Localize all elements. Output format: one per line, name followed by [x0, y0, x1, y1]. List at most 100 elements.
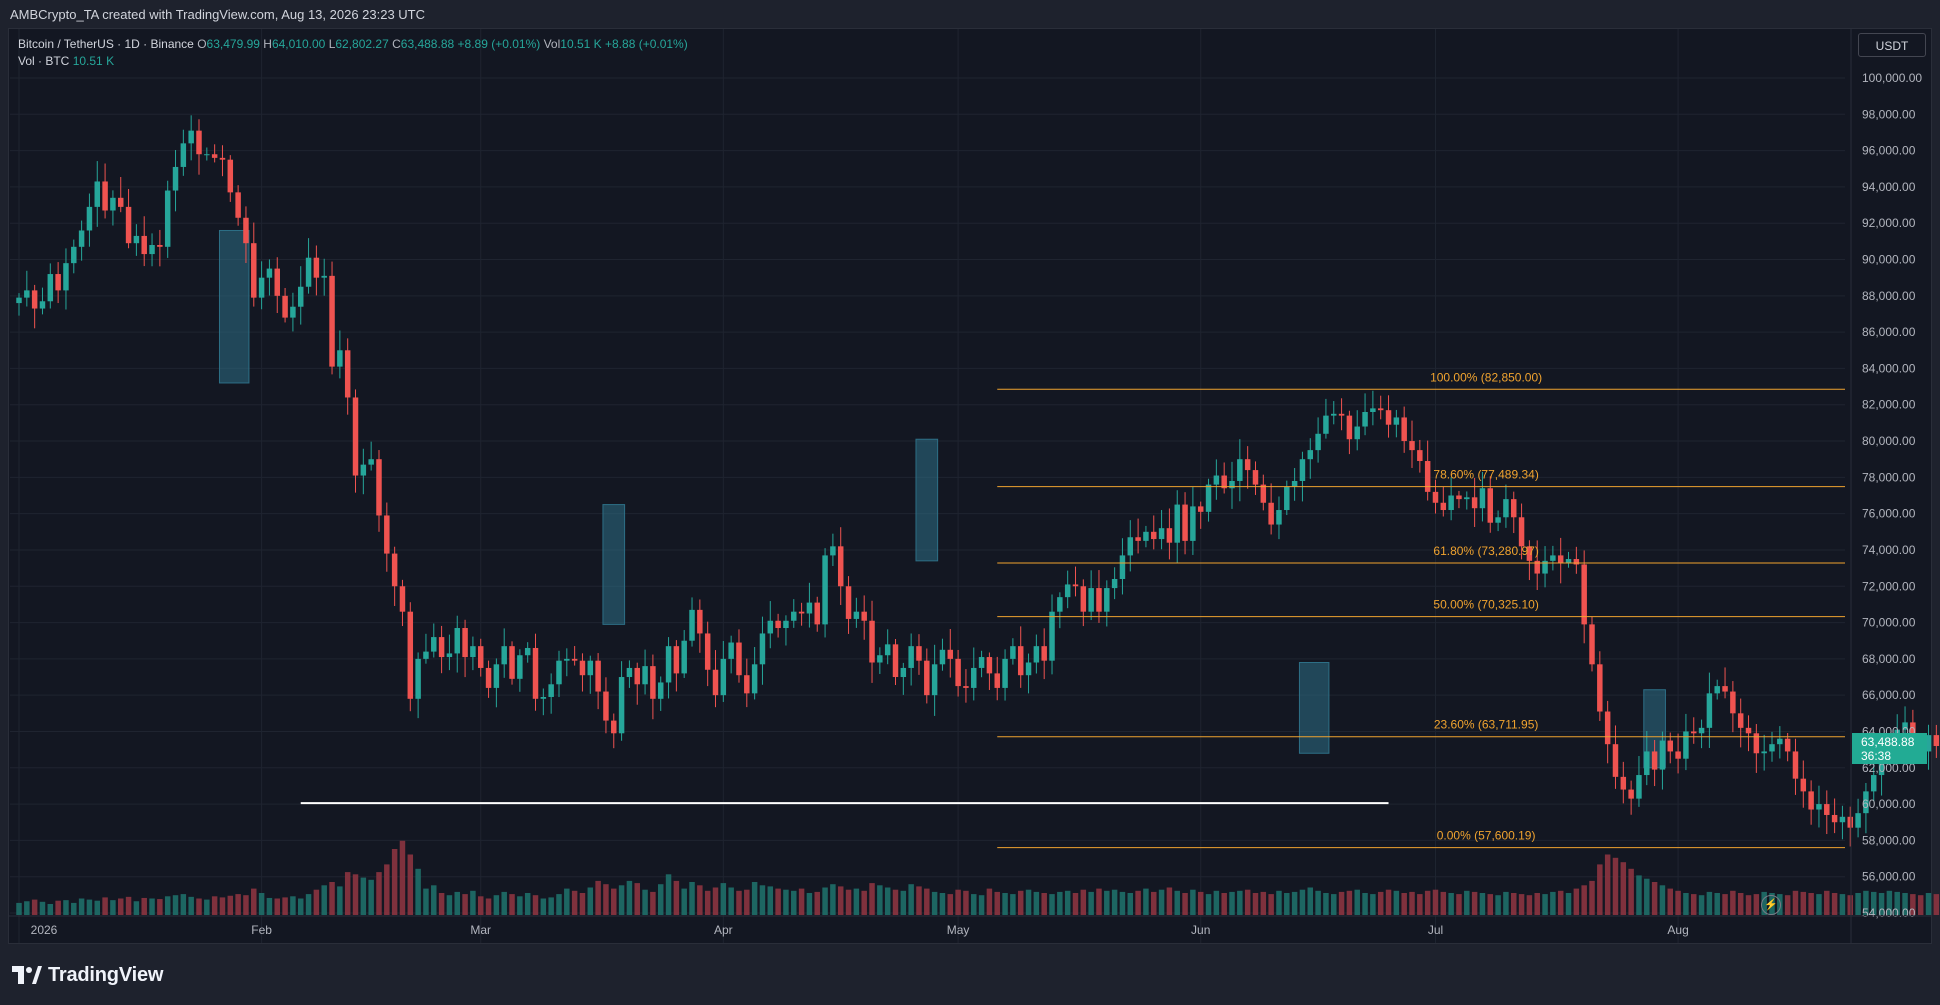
candle: [1542, 560, 1548, 574]
volume-bar: [196, 898, 202, 915]
vol-value: 10.51 K: [560, 37, 602, 51]
candle: [1323, 415, 1329, 434]
price-tick-label: 72,000.00: [1862, 579, 1916, 593]
fib-level-label: 78.60% (77,489.34): [1433, 468, 1538, 482]
candle: [665, 646, 672, 683]
volume-bar: [1628, 868, 1634, 915]
volume-bar: [1604, 854, 1611, 915]
volume-bar: [1698, 895, 1705, 915]
symbol-name[interactable]: Bitcoin / TetherUS · 1D · Binance: [18, 37, 194, 51]
low-value: 62,802.27: [335, 37, 389, 51]
volume-bar: [939, 893, 946, 915]
candle: [133, 235, 140, 244]
candle: [704, 633, 711, 670]
volume-bar: [102, 897, 108, 915]
volume-bar: [548, 897, 554, 915]
volume-bar: [1691, 894, 1697, 915]
price-tick-label: 58,000.00: [1862, 833, 1916, 847]
candle: [1925, 735, 1932, 752]
candle: [744, 675, 750, 694]
volume-bar: [1636, 875, 1642, 915]
volume-bar: [634, 883, 640, 915]
time-tick-label: Jul: [1428, 923, 1443, 937]
volume-bar: [845, 889, 852, 915]
volume-bar: [877, 885, 883, 915]
price-tick-label: 62,000.00: [1862, 761, 1916, 775]
volume-bar: [446, 895, 453, 915]
volume-bar: [125, 896, 132, 915]
candle: [1573, 559, 1580, 565]
volume-bar: [1284, 893, 1290, 915]
volume-bar: [1824, 890, 1830, 915]
volume-bar: [681, 888, 687, 915]
candle: [1691, 731, 1697, 734]
volume-bar: [360, 877, 367, 915]
volume-bar: [517, 896, 523, 915]
volume-bar: [579, 893, 586, 915]
candle: [1237, 459, 1243, 481]
volume-bar: [344, 872, 351, 915]
candle: [712, 669, 719, 696]
tradingview-logo[interactable]: TradingView: [12, 964, 163, 986]
volume-bar: [493, 895, 500, 915]
candle: [579, 660, 586, 676]
candle: [110, 197, 116, 211]
volume-bar: [1800, 891, 1807, 915]
candle: [1870, 775, 1877, 792]
volume-bar: [744, 889, 750, 915]
candle: [1331, 413, 1337, 416]
volume-bar: [1119, 891, 1126, 915]
chart-frame[interactable]: [8, 28, 1932, 944]
candle: [1088, 588, 1094, 612]
candle: [900, 667, 907, 678]
candle: [1299, 459, 1306, 481]
volume-bar: [133, 901, 140, 915]
candle: [1636, 775, 1642, 799]
candle: [1064, 584, 1071, 598]
candle: [1401, 417, 1407, 442]
candle: [994, 673, 1000, 688]
volume-bar: [31, 899, 38, 915]
volume-bar: [1033, 891, 1040, 915]
candle: [1589, 624, 1595, 665]
candle: [266, 268, 273, 278]
volume-bar: [916, 886, 922, 915]
volume-bar: [1151, 891, 1157, 915]
time-tick-label: Feb: [251, 923, 272, 937]
lightning-bolt-icon[interactable]: ⚡: [1761, 895, 1781, 915]
candle: [384, 515, 390, 554]
candle: [1025, 662, 1032, 676]
volume-bar: [407, 854, 414, 915]
candle: [1033, 646, 1040, 663]
volume-bar: [71, 902, 77, 915]
time-tick-label: Mar: [470, 923, 491, 937]
candle: [313, 257, 320, 278]
candle: [149, 245, 155, 255]
currency-button[interactable]: USDT: [1858, 33, 1926, 57]
volume-bar: [1166, 887, 1173, 915]
price-tick-label: 76,000.00: [1862, 507, 1916, 521]
volume-bar: [1573, 888, 1580, 915]
volume-series-label[interactable]: Vol · BTC: [18, 54, 70, 68]
candle: [1119, 555, 1126, 579]
candle: [1714, 686, 1720, 694]
volume-bar: [415, 868, 421, 915]
volume-bar: [485, 898, 492, 915]
volume-bar: [110, 900, 116, 915]
volume-bar: [1143, 888, 1149, 915]
price-tick-label: 78,000.00: [1862, 470, 1916, 484]
candle: [1808, 791, 1814, 810]
volume-bar: [1252, 893, 1259, 915]
volume-bar: [767, 886, 774, 915]
volume-bar: [736, 890, 742, 915]
candle: [618, 677, 625, 734]
close-value: 63,488.88: [400, 37, 455, 51]
price-tick-label: 54,000.00: [1862, 906, 1916, 920]
vol-change: +8.88 (+0.01%): [605, 37, 688, 51]
volume-bar: [814, 891, 820, 915]
candle: [1667, 740, 1674, 752]
volume-bar: [830, 884, 836, 915]
volume-bar: [1706, 891, 1713, 915]
candle: [634, 667, 640, 685]
